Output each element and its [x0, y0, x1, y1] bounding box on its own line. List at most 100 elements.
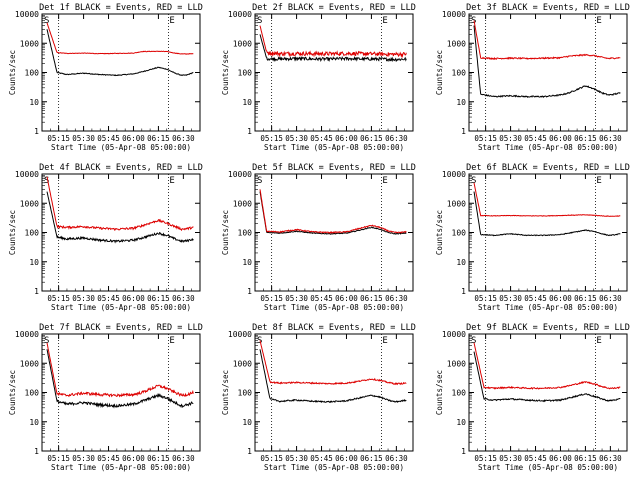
- y-axis-label: Counts/sec: [435, 50, 444, 95]
- x-axis-label: Start Time (05-Apr-08 05:00:00): [51, 463, 191, 472]
- y-tick-label: 1: [461, 447, 466, 456]
- detector-panel-9: Det 9f BLACK = Events, RED = LLD 1 10 100 10…: [435, 323, 630, 472]
- x-tick-label: 05:15: [260, 134, 283, 143]
- detector-panel-7: Det 7f BLACK = Events, RED = LLD 1 10 100 10…: [8, 323, 203, 472]
- x-tick-label: 05:45: [97, 454, 120, 463]
- x-axis-label: Start Time (05-Apr-08 05:00:00): [478, 143, 618, 152]
- x-tick-label: 05:15: [47, 454, 70, 463]
- lld-series-line: [473, 342, 621, 390]
- end-marker: E: [169, 336, 174, 346]
- panel-title: Det 4f BLACK = Events, RED = LLD: [39, 163, 203, 173]
- y-tick-label: 1000: [233, 199, 252, 208]
- x-tick-label: 05:45: [524, 454, 547, 463]
- x-tick-label: 06:30: [172, 454, 195, 463]
- y-tick-label: 1: [247, 127, 252, 136]
- panel-title: Det 8f BLACK = Events, RED = LLD: [252, 323, 416, 333]
- end-marker: E: [596, 176, 601, 186]
- x-tick-label: 06:15: [574, 294, 597, 303]
- events-series-line: [473, 191, 621, 237]
- start-marker: S: [257, 16, 262, 26]
- end-marker: E: [596, 16, 601, 26]
- y-tick-label: 10000: [442, 10, 466, 19]
- events-series-line: [473, 351, 621, 403]
- y-tick-label: 10000: [15, 330, 39, 339]
- lld-series-line: [46, 176, 194, 232]
- plot-frame: [41, 173, 201, 292]
- start-marker: S: [44, 16, 49, 26]
- y-axis-label: Counts/sec: [8, 370, 17, 415]
- start-marker: S: [471, 176, 476, 186]
- x-tick-label: 05:30: [285, 134, 308, 143]
- end-marker: E: [596, 336, 601, 346]
- x-tick-label: 06:30: [172, 294, 195, 303]
- y-tick-label: 10: [456, 98, 466, 107]
- x-tick-label: 05:30: [499, 134, 522, 143]
- x-axis-label: Start Time (05-Apr-08 05:00:00): [478, 463, 618, 472]
- y-tick-label: 100: [238, 229, 253, 238]
- x-tick-label: 06:00: [335, 294, 358, 303]
- y-axis-label: Counts/sec: [221, 50, 230, 95]
- plot-frame: [41, 13, 201, 132]
- x-tick-label: 05:30: [72, 454, 95, 463]
- start-marker: S: [44, 336, 49, 346]
- end-marker: E: [382, 16, 387, 26]
- events-series-line: [259, 191, 407, 235]
- plot-frame: [254, 13, 414, 132]
- y-tick-label: 1000: [447, 199, 466, 208]
- x-tick-label: 06:15: [147, 454, 170, 463]
- y-axis-label: Counts/sec: [8, 50, 17, 95]
- x-tick-label: 06:00: [549, 134, 572, 143]
- y-tick-label: 10: [29, 98, 39, 107]
- x-tick-label: 06:15: [360, 294, 383, 303]
- x-axis-label: Start Time (05-Apr-08 05:00:00): [51, 143, 191, 152]
- x-tick-label: 05:45: [97, 294, 120, 303]
- y-tick-label: 1000: [20, 199, 39, 208]
- y-tick-label: 100: [25, 389, 40, 398]
- y-tick-label: 1: [34, 447, 39, 456]
- lld-series-line: [259, 25, 407, 59]
- x-tick-label: 06:00: [335, 134, 358, 143]
- x-axis-label: Start Time (05-Apr-08 05:00:00): [264, 143, 404, 152]
- x-tick-label: 06:30: [172, 134, 195, 143]
- y-tick-label: 10000: [442, 330, 466, 339]
- events-series-line: [46, 191, 194, 244]
- x-tick-label: 05:45: [97, 134, 120, 143]
- detector-panel-6: Det 6f BLACK = Events, RED = LLD 1 10 100 10…: [435, 163, 630, 312]
- panel-title: Det 9f BLACK = Events, RED = LLD: [466, 323, 630, 333]
- x-tick-label: 06:30: [599, 454, 622, 463]
- events-series-line: [473, 25, 621, 99]
- y-tick-label: 10: [242, 98, 252, 107]
- y-tick-label: 1000: [20, 359, 39, 368]
- x-tick-label: 05:45: [524, 294, 547, 303]
- x-tick-label: 06:00: [335, 454, 358, 463]
- x-tick-label: 05:30: [499, 294, 522, 303]
- start-marker: S: [44, 176, 49, 186]
- lld-series-line: [473, 20, 621, 60]
- y-axis-label: Counts/sec: [435, 370, 444, 415]
- x-tick-label: 05:15: [474, 294, 497, 303]
- x-tick-label: 05:45: [524, 134, 547, 143]
- y-tick-label: 1: [34, 127, 39, 136]
- panel-title: Det 2f BLACK = Events, RED = LLD: [252, 3, 416, 13]
- y-tick-label: 1: [247, 287, 252, 296]
- y-tick-label: 10000: [442, 170, 466, 179]
- detector-panel-1: Det 1f BLACK = Events, RED = LLD 1 10 100 10…: [8, 3, 203, 152]
- end-marker: E: [382, 176, 387, 186]
- x-tick-label: 05:15: [260, 454, 283, 463]
- y-tick-label: 10000: [228, 170, 252, 179]
- y-tick-label: 1000: [447, 39, 466, 48]
- detector-panel-2: Det 2f BLACK = Events, RED = LLD 1 10 100 10…: [221, 3, 416, 152]
- x-tick-label: 06:15: [574, 134, 597, 143]
- x-tick-label: 06:30: [385, 454, 408, 463]
- x-axis-label: Start Time (05-Apr-08 05:00:00): [478, 303, 618, 312]
- x-tick-label: 06:15: [147, 294, 170, 303]
- x-tick-label: 05:15: [260, 294, 283, 303]
- y-tick-label: 100: [238, 389, 253, 398]
- panel-title: Det 3f BLACK = Events, RED = LLD: [466, 3, 630, 13]
- x-tick-label: 06:30: [599, 134, 622, 143]
- start-marker: S: [471, 336, 476, 346]
- x-tick-label: 05:15: [474, 454, 497, 463]
- y-tick-label: 10: [456, 258, 466, 267]
- panel-title: Det 5f BLACK = Events, RED = LLD: [252, 163, 416, 173]
- y-axis-label: Counts/sec: [435, 210, 444, 255]
